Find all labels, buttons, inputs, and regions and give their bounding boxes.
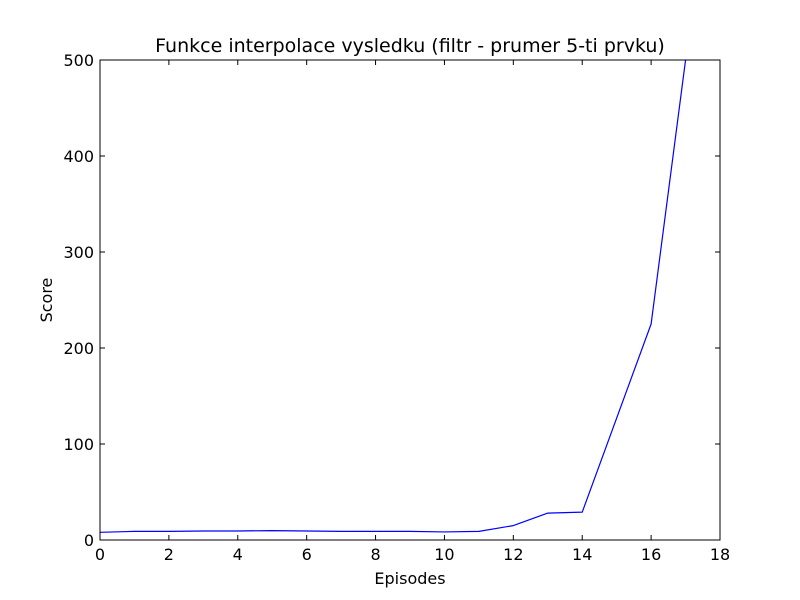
y-tick-label: 0	[84, 531, 94, 550]
x-tick-label: 18	[710, 545, 730, 564]
score-line	[100, 60, 687, 533]
plot-frame	[99, 59, 721, 541]
x-axis-label: Episodes	[374, 569, 445, 588]
y-tick-label: 100	[63, 435, 94, 454]
y-axis-label: Score	[37, 278, 56, 323]
y-tick-label: 400	[63, 147, 94, 166]
y-tick-label: 200	[63, 339, 94, 358]
x-tick-label: 16	[641, 545, 661, 564]
series-group	[100, 60, 687, 533]
x-tick-label: 12	[503, 545, 523, 564]
x-tick-label: 8	[370, 545, 380, 564]
chart-title: Funkce interpolace vysledku (filtr - pru…	[155, 35, 665, 57]
x-tick-label: 0	[95, 545, 105, 564]
y-tick-label: 300	[63, 243, 94, 262]
axis-ticks: 0 2 4 6 8 10 12 14 16 18 0 100 200 300 400 500	[63, 51, 730, 564]
x-tick-label: 14	[572, 545, 592, 564]
x-tick-label: 4	[233, 545, 243, 564]
x-tick-label: 6	[302, 545, 312, 564]
y-tick-label: 500	[63, 51, 94, 70]
x-tick-label: 2	[164, 545, 174, 564]
x-tick-label: 10	[434, 545, 454, 564]
